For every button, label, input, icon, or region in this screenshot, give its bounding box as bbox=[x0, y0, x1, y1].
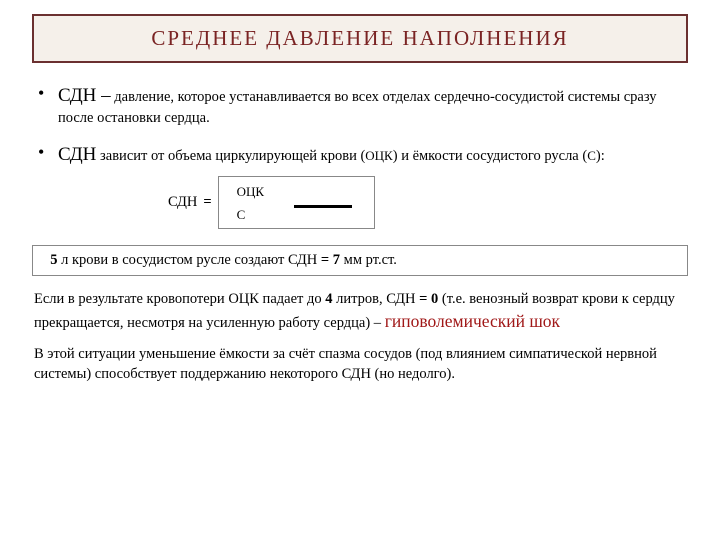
highlight-eq: = 7 bbox=[321, 252, 340, 268]
highlight-a: л крови в сосудистом русле создают СДН bbox=[58, 252, 321, 268]
formula-lhs: СДН bbox=[168, 193, 197, 213]
bullet-2-abbr2: С bbox=[587, 148, 596, 163]
p1-eq: = 0 bbox=[419, 291, 438, 307]
p1-a: Если в результате кровопотери ОЦК падает… bbox=[34, 291, 325, 307]
bullet-2: СДН зависит от объема циркулирующей кров… bbox=[32, 142, 688, 229]
bullet-2-text-b: ) и ёмкости сосудистого русла ( bbox=[393, 148, 587, 164]
formula-row: СДН = ОЦК С bbox=[168, 176, 688, 229]
highlight-b: мм рт.ст. bbox=[340, 252, 397, 268]
p1-shock: гиповолемический шок bbox=[385, 311, 560, 331]
formula-box: ОЦК С bbox=[218, 176, 375, 229]
formula-eq: = bbox=[203, 193, 211, 213]
formula-fraction-labels: ОЦК С bbox=[237, 183, 264, 224]
bullet-2-abbr1: ОЦК bbox=[365, 148, 392, 163]
bullet-2-lead: СДН bbox=[58, 144, 96, 165]
bullet-2-text-c: ): bbox=[596, 148, 605, 164]
bullet-2-text-a: зависит от объема циркулирующей крови ( bbox=[100, 148, 365, 164]
paragraph-1: Если в результате кровопотери ОЦК падает… bbox=[32, 290, 688, 333]
highlight-num1: 5 bbox=[50, 252, 57, 268]
highlight-box: 5 л крови в сосудистом русле создают СДН… bbox=[32, 245, 688, 276]
formula-fraction-bar bbox=[294, 205, 352, 208]
bullet-1: СДН – давление, которое устанавливается … bbox=[32, 83, 688, 128]
page-title: СРЕДНЕЕ ДАВЛЕНИЕ НАПОЛНЕНИЯ bbox=[44, 26, 676, 51]
formula-denominator: С bbox=[237, 206, 264, 224]
bullet-1-text: давление, которое устанавливается во все… bbox=[58, 89, 657, 126]
paragraph-2: В этой ситуации уменьшение ёмкости за сч… bbox=[32, 345, 688, 384]
p1-b: литров, СДН bbox=[332, 291, 419, 307]
bullet-1-lead: СДН – bbox=[58, 85, 111, 106]
title-box: СРЕДНЕЕ ДАВЛЕНИЕ НАПОЛНЕНИЯ bbox=[32, 14, 688, 63]
bullet-list: СДН – давление, которое устанавливается … bbox=[32, 83, 688, 229]
formula-numerator: ОЦК bbox=[237, 183, 264, 201]
